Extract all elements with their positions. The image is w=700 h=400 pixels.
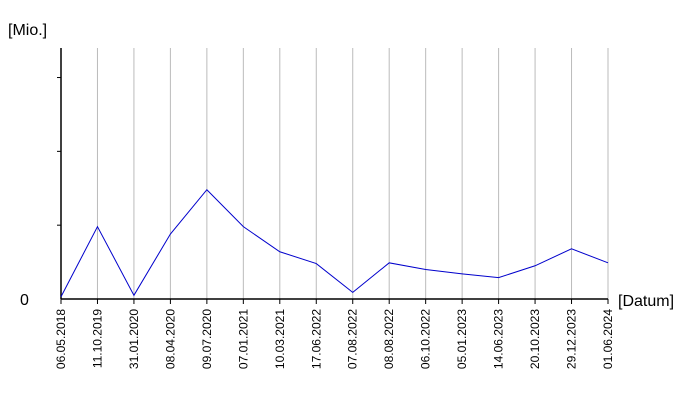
- y-tick-label-zero: 0: [20, 292, 29, 309]
- y-ticks: [57, 77, 61, 226]
- x-tick-label: 10.03.2021: [273, 309, 287, 369]
- series-line: [60, 188, 609, 298]
- x-tick-label: 14.06.2023: [492, 309, 506, 369]
- x-tick-label: 09.07.2020: [200, 309, 214, 369]
- x-tick-label: 06.10.2022: [419, 309, 433, 369]
- x-tick-label: 07.08.2022: [346, 309, 360, 369]
- x-tick-label: 05.01.2023: [455, 309, 469, 369]
- x-tick-label: 08.04.2020: [163, 309, 177, 369]
- x-tick-label: 17.06.2022: [309, 309, 323, 369]
- x-tick-label: 11.10.2019: [90, 309, 104, 368]
- x-tick-label: 06.05.2018: [54, 309, 68, 369]
- x-tick-label: 29.12.2023: [565, 309, 579, 369]
- x-tick-label: 07.01.2021: [236, 309, 250, 369]
- x-axis-title: [Datum]: [618, 293, 674, 310]
- x-tick-label: 31.01.2020: [127, 309, 141, 369]
- x-tick-label: 01.06.2024: [601, 309, 615, 369]
- x-tick-label: 08.08.2022: [382, 309, 396, 369]
- x-ticks: [60, 299, 609, 304]
- y-axis-title: [Mio.]: [8, 22, 47, 39]
- x-tick-labels: 06.05.2018 11.10.2019 31.01.2020 08.04.2020…: [54, 309, 615, 369]
- grid-lines: [96, 48, 609, 299]
- x-tick-label: 20.10.2023: [528, 309, 542, 369]
